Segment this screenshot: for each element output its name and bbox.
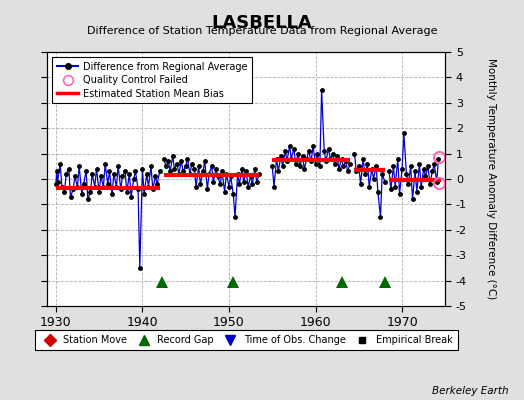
Text: Berkeley Earth: Berkeley Earth xyxy=(432,386,508,396)
Text: Difference of Station Temperature Data from Regional Average: Difference of Station Temperature Data f… xyxy=(87,26,437,36)
Legend: Difference from Regional Average, Quality Control Failed, Estimated Station Mean: Difference from Regional Average, Qualit… xyxy=(52,57,253,103)
Legend: Station Move, Record Gap, Time of Obs. Change, Empirical Break: Station Move, Record Gap, Time of Obs. C… xyxy=(35,330,457,350)
Text: LASBELLA: LASBELLA xyxy=(212,14,312,32)
Y-axis label: Monthly Temperature Anomaly Difference (°C): Monthly Temperature Anomaly Difference (… xyxy=(486,58,496,300)
